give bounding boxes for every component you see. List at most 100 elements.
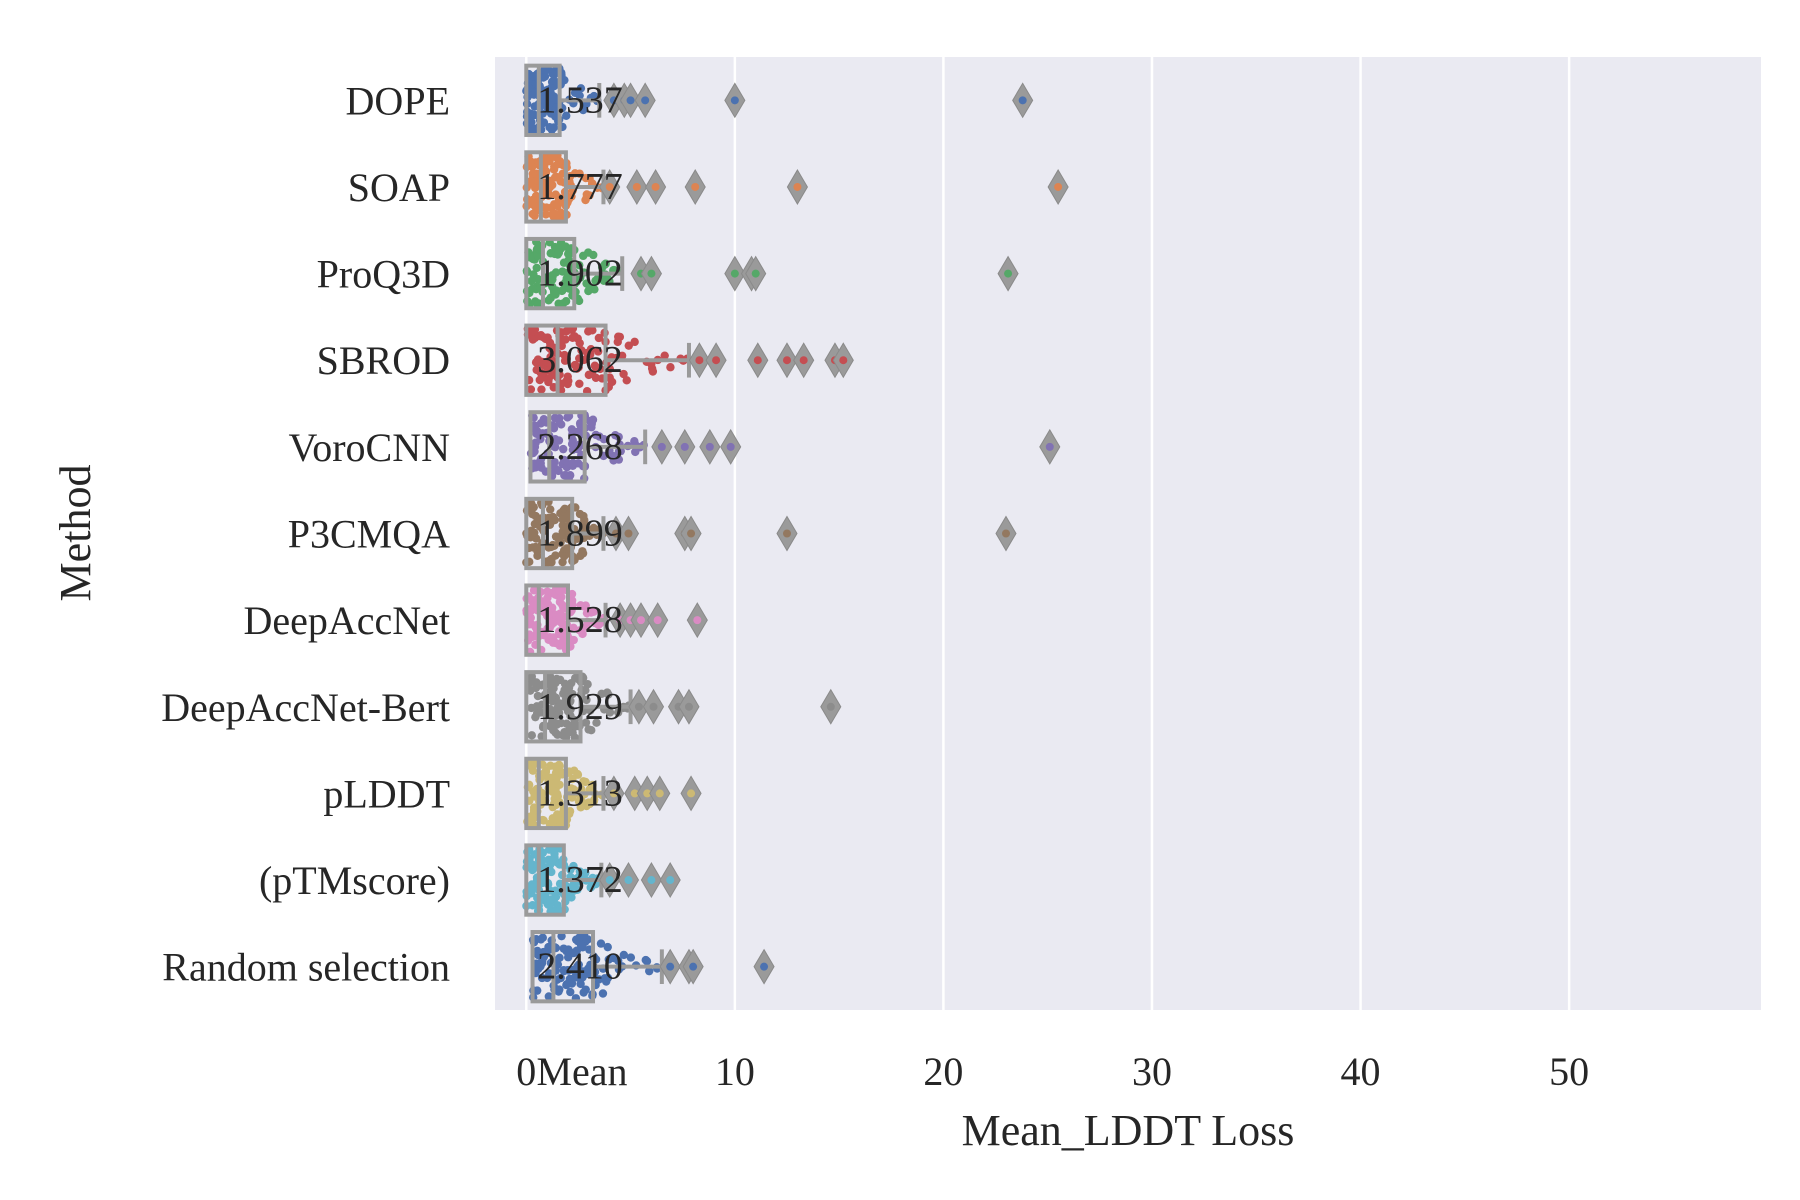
swarm-point bbox=[547, 542, 556, 552]
swarm-point bbox=[550, 845, 560, 855]
swarm-point bbox=[550, 799, 559, 808]
swarm-point bbox=[573, 427, 582, 437]
swarm-point bbox=[567, 893, 576, 902]
swarm-point bbox=[579, 524, 588, 534]
swarm-point bbox=[528, 169, 538, 178]
outlier-point bbox=[1004, 269, 1013, 278]
swarm-point bbox=[583, 191, 593, 200]
swarm-point bbox=[579, 355, 589, 365]
swarm-point bbox=[544, 992, 554, 1001]
x-tick-label: 10 bbox=[715, 1049, 755, 1094]
swarm-point bbox=[585, 799, 594, 809]
swarm-point bbox=[581, 985, 590, 994]
swarm-point bbox=[578, 549, 588, 558]
outlier-point bbox=[726, 442, 735, 451]
swarm-point bbox=[544, 688, 554, 697]
mean-value: 1.777 bbox=[537, 166, 623, 208]
swarm-point bbox=[589, 91, 599, 101]
swarm-point bbox=[538, 429, 547, 438]
swarm-point bbox=[582, 622, 591, 631]
outlier-point bbox=[1054, 182, 1063, 191]
swarm-point bbox=[566, 865, 575, 874]
swarm-point bbox=[594, 333, 604, 343]
mean-value: 3.062 bbox=[537, 339, 623, 381]
swarm-point bbox=[575, 260, 584, 270]
swarm-point bbox=[556, 617, 565, 627]
swarm-point bbox=[544, 296, 553, 305]
swarm-point bbox=[549, 288, 559, 297]
outlier-point bbox=[605, 182, 614, 191]
swarm-point bbox=[570, 972, 580, 982]
swarm-point bbox=[539, 73, 548, 82]
outlier-point bbox=[705, 442, 714, 451]
swarm-point bbox=[554, 760, 564, 770]
mean-value: 1.528 bbox=[537, 599, 623, 641]
swarm-point bbox=[581, 718, 591, 727]
y-tick-label: Random selection bbox=[162, 945, 450, 990]
swarm-point bbox=[666, 363, 675, 372]
y-tick-label: SBROD bbox=[317, 338, 450, 383]
swarm-point bbox=[529, 326, 538, 336]
outlier-point bbox=[624, 876, 633, 885]
swarm-point bbox=[566, 705, 575, 714]
swarm-point bbox=[614, 432, 623, 442]
mean-value: 2.410 bbox=[537, 946, 623, 988]
swarm-point bbox=[578, 629, 587, 639]
swarm-point bbox=[537, 973, 547, 983]
mean-value: 1.537 bbox=[537, 79, 623, 121]
swarm-point bbox=[575, 440, 584, 449]
swarm-point bbox=[550, 787, 559, 797]
swarm-point bbox=[554, 248, 564, 257]
swarm-point bbox=[555, 611, 564, 620]
outlier-point bbox=[611, 529, 620, 538]
swarm-point bbox=[568, 333, 577, 342]
x-axis-title: Mean_LDDT Loss bbox=[962, 1106, 1295, 1155]
swarm-point bbox=[574, 296, 584, 306]
outlier-point bbox=[666, 962, 675, 971]
swarm-point bbox=[537, 385, 546, 394]
swarm-point bbox=[527, 703, 536, 713]
swarm-point bbox=[575, 169, 584, 178]
swarm-point bbox=[537, 373, 546, 383]
x-tick-label: 0 bbox=[516, 1049, 536, 1094]
outlier-point bbox=[826, 702, 835, 711]
swarm-point bbox=[531, 542, 540, 552]
swarm-point bbox=[549, 424, 559, 433]
swarm-point bbox=[550, 413, 560, 423]
swarm-point bbox=[546, 895, 555, 904]
outlier-point bbox=[609, 789, 618, 798]
swarm-point bbox=[551, 551, 560, 560]
y-tick-label: SOAP bbox=[348, 165, 450, 210]
swarm-point bbox=[558, 557, 567, 567]
swarm-point bbox=[553, 960, 563, 969]
swarm-point bbox=[603, 688, 612, 697]
swarm-point bbox=[556, 197, 566, 207]
swarm-point bbox=[591, 373, 601, 383]
swarm-point bbox=[531, 712, 540, 722]
y-tick-label: (pTMscore) bbox=[259, 858, 450, 903]
swarm-point bbox=[594, 274, 604, 283]
swarm-point bbox=[614, 455, 624, 464]
swarm-point bbox=[555, 156, 564, 166]
swarm-point bbox=[619, 369, 628, 379]
swarm-point bbox=[527, 812, 536, 821]
swarm-point bbox=[531, 358, 541, 367]
outlier-point bbox=[782, 529, 791, 538]
swarm-point bbox=[527, 499, 536, 508]
swarm-point bbox=[586, 882, 596, 891]
swarm-point bbox=[529, 200, 538, 209]
swarm-point bbox=[605, 373, 614, 382]
swarm-point bbox=[592, 718, 601, 727]
swarm-point bbox=[540, 872, 549, 881]
plot-background bbox=[495, 57, 1761, 1010]
y-tick-label: ProQ3D bbox=[317, 252, 450, 297]
outlier-point bbox=[653, 616, 662, 625]
swarm-point bbox=[582, 695, 591, 705]
swarm-point bbox=[587, 725, 596, 735]
outlier-point bbox=[1045, 442, 1054, 451]
swarm-point bbox=[547, 558, 556, 567]
swarm-point bbox=[567, 596, 577, 605]
swarm-point bbox=[551, 532, 561, 541]
swarm-point bbox=[527, 731, 537, 740]
outlier-point bbox=[689, 962, 698, 971]
